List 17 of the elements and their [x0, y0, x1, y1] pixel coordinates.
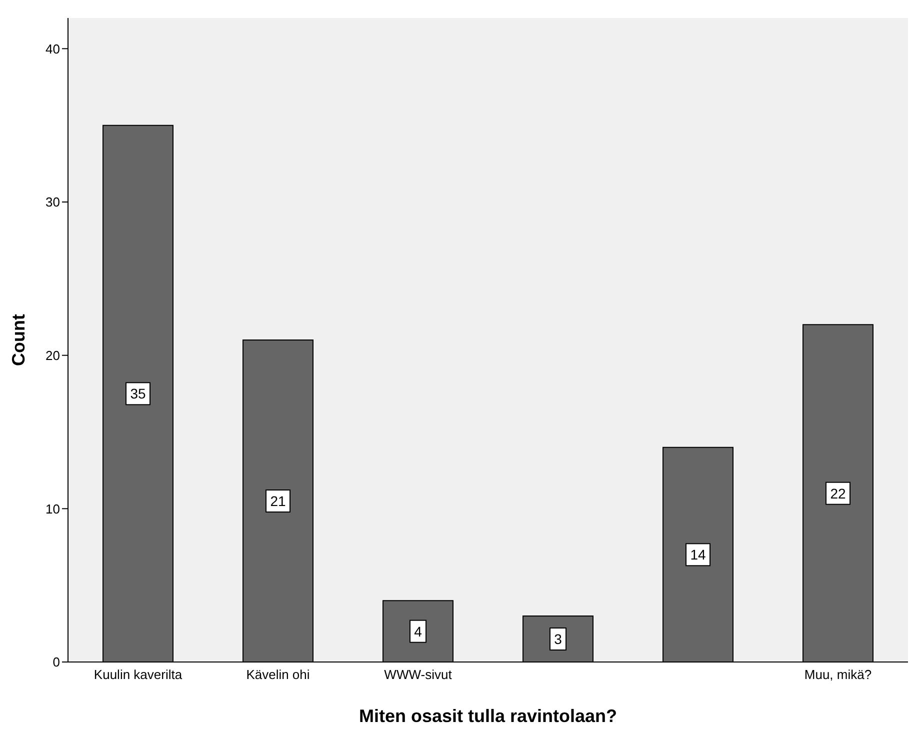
y-axis-title: Count: [8, 314, 28, 366]
data-label: 35: [130, 386, 146, 402]
x-tick-label: Kuulin kaverilta: [94, 667, 183, 682]
data-label: 4: [414, 623, 422, 640]
data-label: 3: [554, 631, 562, 647]
x-tick-label: WWW-sivut: [384, 667, 452, 682]
y-tick-label: 40: [46, 41, 60, 56]
y-tick-label: 30: [46, 194, 60, 210]
x-tick-label: Kävelin ohi: [246, 667, 310, 682]
x-axis-title: Miten osasit tulla ravintolaan?: [358, 706, 618, 726]
data-label: 21: [270, 493, 286, 509]
data-label: 22: [830, 485, 846, 502]
y-tick-label: 20: [46, 348, 60, 363]
y-tick-label: 0: [52, 654, 60, 670]
y-tick-label: 10: [46, 501, 60, 516]
data-label: 14: [690, 546, 706, 563]
x-tick-label: Muu, mikä?: [804, 667, 872, 682]
